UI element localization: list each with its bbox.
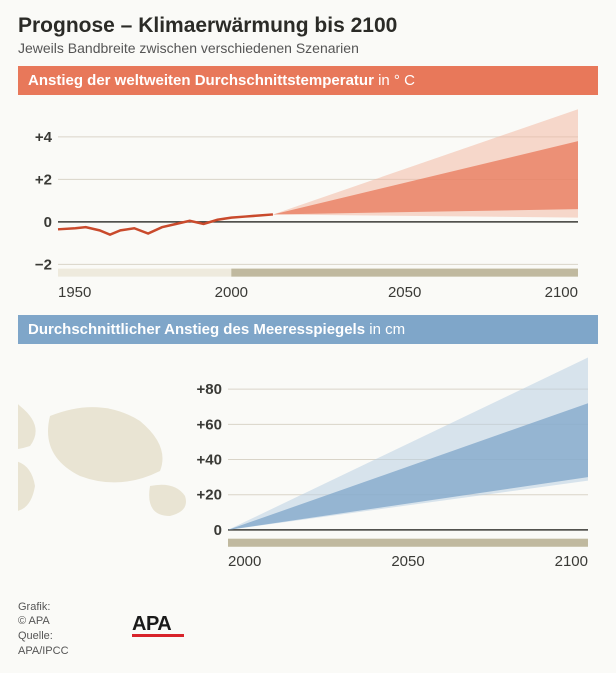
svg-text:0: 0 (214, 522, 222, 539)
sealevel-chart: 0 +20 +40 +60 +80 2000 2050 2100 (18, 344, 598, 570)
svg-text:2100: 2100 (555, 553, 588, 570)
svg-text:+4: +4 (35, 129, 53, 146)
svg-text:+20: +20 (197, 487, 222, 504)
svg-text:+40: +40 (197, 452, 222, 469)
svg-text:2050: 2050 (388, 284, 421, 301)
credits-line1: Grafik: (18, 600, 69, 615)
apa-logo: APA (132, 613, 184, 637)
svg-text:2100: 2100 (545, 284, 578, 301)
credits-line2: © APA (18, 614, 69, 629)
banner-sea-unit: in cm (365, 321, 405, 338)
temperature-chart: −2 0 +2 +4 1950 2000 2050 2100 (18, 95, 598, 301)
banner-temp-label: Anstieg der weltweiten Durchschnittstemp… (28, 72, 374, 89)
credits-line3: Quelle: (18, 629, 69, 644)
svg-text:+2: +2 (35, 171, 52, 188)
svg-text:−2: −2 (35, 256, 52, 273)
banner-temperature: Anstieg der weltweiten Durchschnittstemp… (18, 66, 598, 95)
svg-text:1950: 1950 (58, 284, 91, 301)
svg-text:2050: 2050 (391, 553, 424, 570)
page-title: Prognose – Klimaerwärmung bis 2100 (18, 14, 598, 38)
credits: Grafik: © APA Quelle: APA/IPCC (18, 600, 69, 659)
infographic-root: Prognose – Klimaerwärmung bis 2100 Jewei… (0, 0, 616, 673)
banner-sea-label: Durchschnittlicher Anstieg des Meeresspi… (28, 321, 365, 338)
banner-temp-unit: in ° C (374, 72, 415, 89)
credits-line4: APA/IPCC (18, 644, 69, 659)
page-subtitle: Jeweils Bandbreite zwischen verschiedene… (18, 40, 598, 56)
svg-text:+80: +80 (197, 381, 222, 398)
svg-text:0: 0 (44, 214, 52, 231)
svg-text:2000: 2000 (228, 553, 261, 570)
banner-sealevel: Durchschnittlicher Anstieg des Meeresspi… (18, 315, 598, 344)
apa-logo-text: APA (132, 613, 171, 635)
svg-text:2000: 2000 (215, 284, 248, 301)
svg-text:+60: +60 (197, 416, 222, 433)
